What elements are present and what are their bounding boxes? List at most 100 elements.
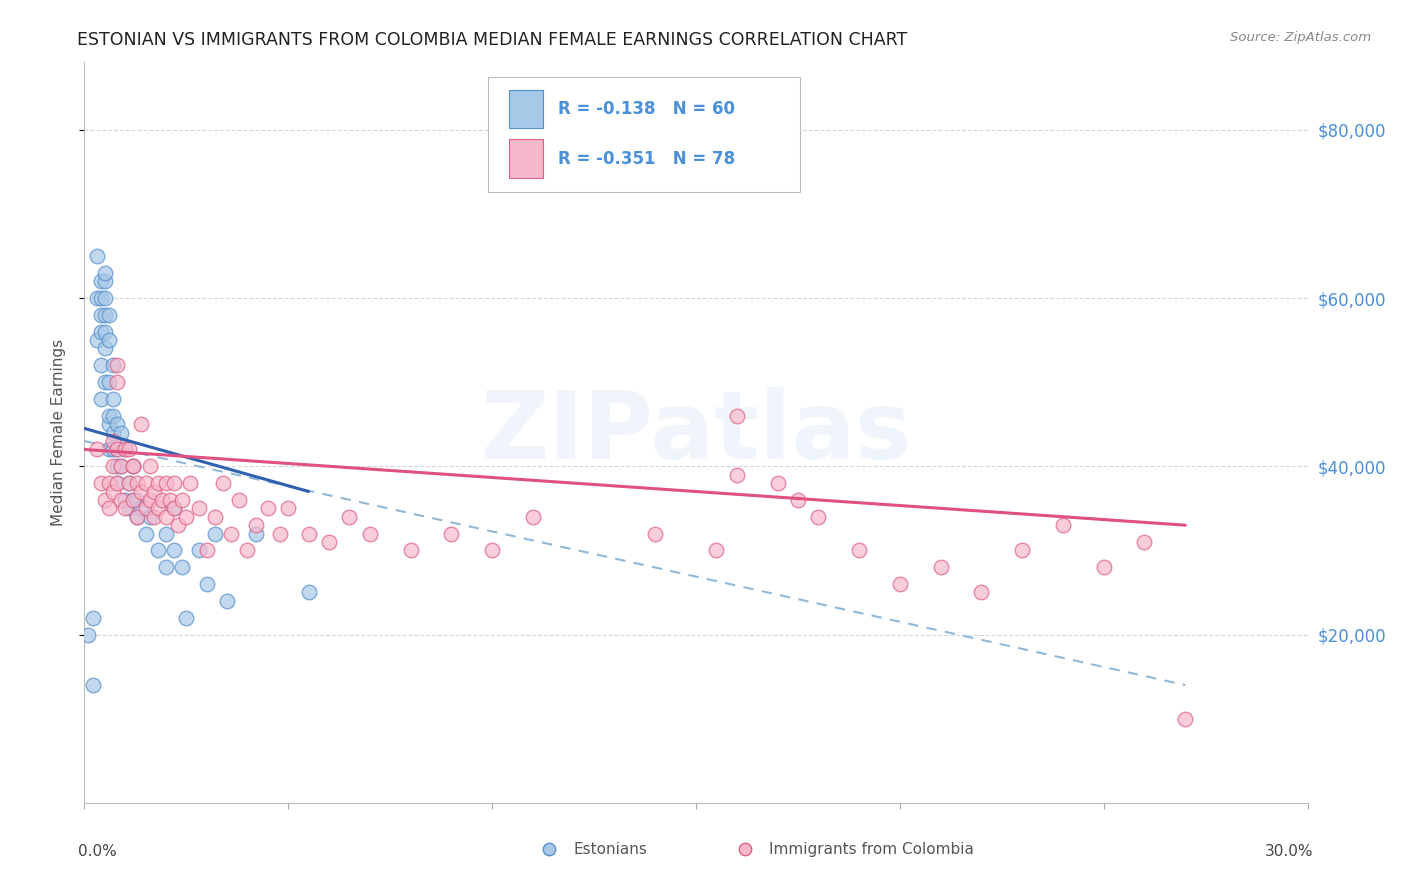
Point <box>970 585 993 599</box>
Point <box>97 501 120 516</box>
Point <box>167 518 190 533</box>
Point <box>127 492 149 507</box>
Point <box>155 509 177 524</box>
Point <box>105 442 128 457</box>
Point <box>174 610 197 624</box>
Point <box>105 375 128 389</box>
Point <box>114 442 136 457</box>
Point <box>440 526 463 541</box>
Point <box>155 476 177 491</box>
Point <box>118 476 141 491</box>
Point <box>163 501 186 516</box>
Point <box>90 291 112 305</box>
Point <box>172 492 194 507</box>
Point <box>1092 560 1115 574</box>
Point <box>219 526 242 541</box>
Point <box>1133 535 1156 549</box>
Point <box>644 526 666 541</box>
Point <box>127 476 149 491</box>
Point <box>93 308 115 322</box>
Point <box>359 526 381 541</box>
Point <box>245 518 267 533</box>
Point <box>105 459 128 474</box>
Point <box>725 467 748 482</box>
Point <box>131 417 153 432</box>
Point <box>122 492 145 507</box>
Text: 30.0%: 30.0% <box>1265 844 1313 858</box>
Point <box>105 359 128 373</box>
Point <box>195 577 218 591</box>
Point <box>93 274 115 288</box>
Point <box>114 501 136 516</box>
Point <box>86 249 108 263</box>
Point <box>90 392 112 406</box>
Point <box>114 442 136 457</box>
Point <box>105 476 128 491</box>
Point <box>245 526 267 541</box>
Point <box>522 509 544 524</box>
Point <box>101 484 124 499</box>
Point <box>77 627 100 641</box>
Text: ZIPatlas: ZIPatlas <box>481 386 911 479</box>
Point <box>97 308 120 322</box>
Text: ESTONIAN VS IMMIGRANTS FROM COLOMBIA MEDIAN FEMALE EARNINGS CORRELATION CHART: ESTONIAN VS IMMIGRANTS FROM COLOMBIA MED… <box>77 31 908 49</box>
Point <box>163 501 186 516</box>
Point <box>174 509 197 524</box>
Point <box>187 501 209 516</box>
Point <box>93 492 115 507</box>
Point <box>163 543 186 558</box>
Point <box>93 342 115 356</box>
Point <box>101 459 124 474</box>
Point <box>97 333 120 347</box>
Point <box>138 509 160 524</box>
Point <box>212 476 235 491</box>
Point <box>90 325 112 339</box>
Point <box>82 678 104 692</box>
Point <box>269 526 291 541</box>
Point <box>110 459 132 474</box>
Point <box>101 425 124 440</box>
Point <box>146 501 169 516</box>
Point <box>1174 712 1197 726</box>
Point <box>1011 543 1033 558</box>
Point <box>101 392 124 406</box>
Text: Source: ZipAtlas.com: Source: ZipAtlas.com <box>1230 31 1371 45</box>
Point <box>127 509 149 524</box>
Point <box>204 509 226 524</box>
Point <box>86 442 108 457</box>
Point <box>138 459 160 474</box>
Point <box>298 526 321 541</box>
Point <box>146 543 169 558</box>
Point <box>101 359 124 373</box>
Point <box>118 501 141 516</box>
Point <box>93 375 115 389</box>
Text: Estonians: Estonians <box>574 842 648 857</box>
Point <box>122 459 145 474</box>
Point <box>138 492 160 507</box>
Text: 0.0%: 0.0% <box>79 844 117 858</box>
Point <box>101 434 124 448</box>
Point <box>97 409 120 423</box>
Point <box>179 476 201 491</box>
Point <box>93 266 115 280</box>
Point <box>110 459 132 474</box>
Point <box>118 442 141 457</box>
Point <box>97 442 120 457</box>
Point <box>131 484 153 499</box>
Point <box>122 459 145 474</box>
Point <box>150 492 173 507</box>
Point <box>135 501 157 516</box>
Point <box>236 543 259 558</box>
Point <box>135 526 157 541</box>
Point <box>97 417 120 432</box>
FancyBboxPatch shape <box>509 90 543 128</box>
Point <box>131 501 153 516</box>
Point <box>127 509 149 524</box>
Point <box>228 492 250 507</box>
Point <box>172 560 194 574</box>
FancyBboxPatch shape <box>509 139 543 178</box>
Point <box>146 476 169 491</box>
Point <box>122 459 145 474</box>
Point <box>399 543 422 558</box>
Text: R = -0.138   N = 60: R = -0.138 N = 60 <box>558 100 735 118</box>
